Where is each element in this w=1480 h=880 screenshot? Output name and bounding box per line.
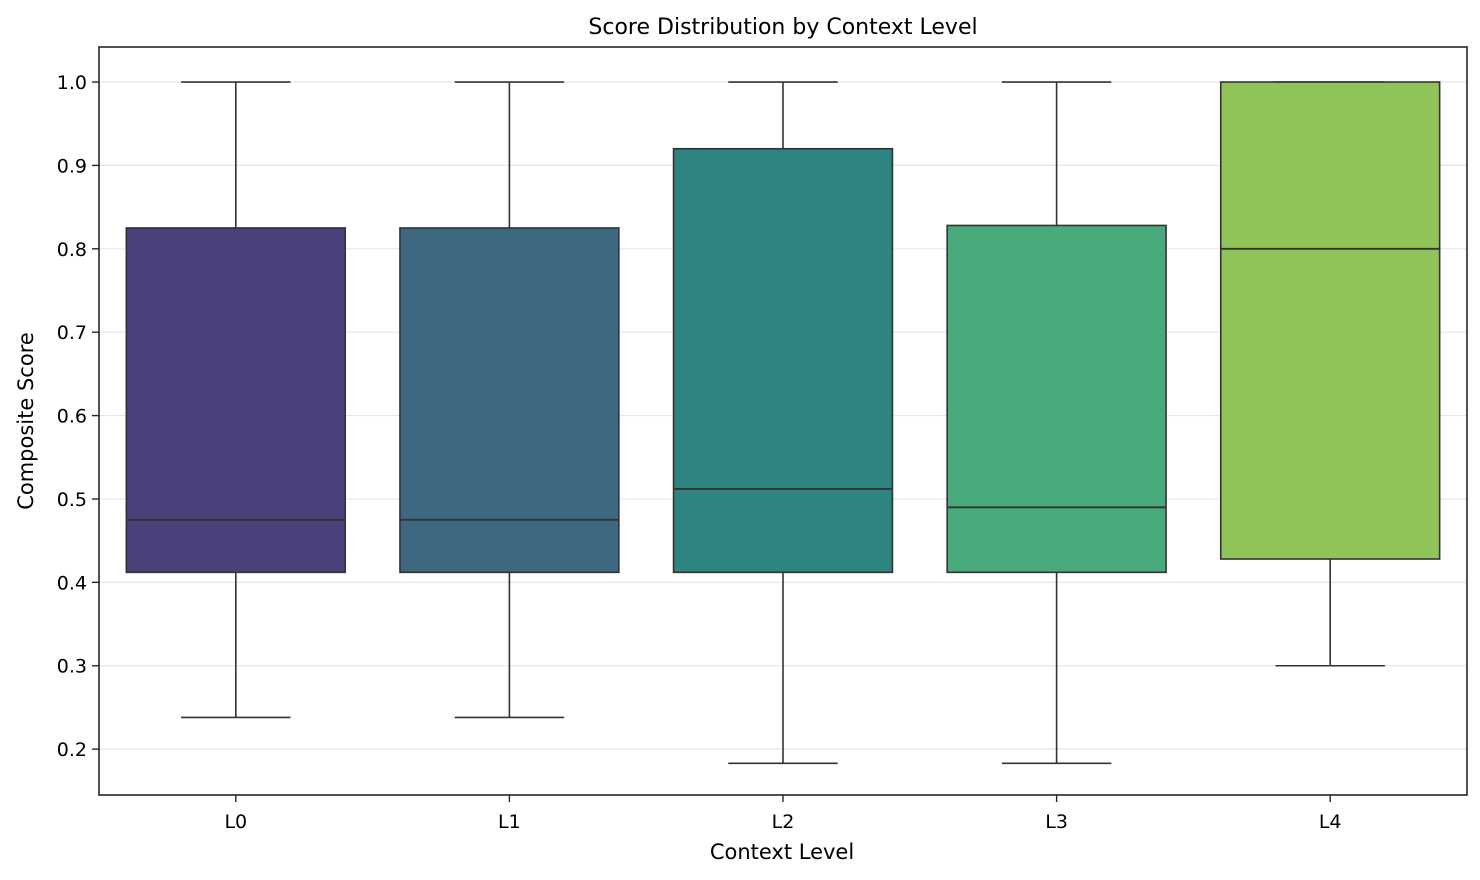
boxes-layer	[125, 81, 1441, 765]
y-axis-ticks: 0.2 0.3 0.4 0.5 0.6 0.7 0.8 0.9 1.0	[57, 72, 99, 761]
y-tick-label: 0.9	[57, 155, 87, 177]
x-tick-label: L2	[772, 811, 795, 833]
box-group-l0	[125, 81, 347, 719]
x-axis-label: Context Level	[710, 840, 854, 864]
y-tick-label: 1.0	[57, 72, 87, 94]
x-tick-label: L1	[498, 811, 521, 833]
box-body	[125, 227, 347, 574]
box-group-l1	[399, 81, 620, 719]
box-body	[399, 227, 620, 574]
y-tick-label: 0.6	[57, 406, 87, 428]
x-tick-label: L3	[1045, 811, 1068, 833]
y-tick-label: 0.8	[57, 239, 87, 261]
box-group-l3	[946, 81, 1167, 765]
x-axis-ticks: L0 L1 L2 L3 L4	[224, 795, 1342, 833]
y-tick-label: 0.4	[57, 572, 87, 594]
y-tick-label: 0.3	[57, 656, 87, 678]
x-tick-label: L0	[224, 811, 247, 833]
x-tick-label: L4	[1319, 811, 1342, 833]
y-tick-label: 0.2	[57, 739, 87, 761]
y-tick-label: 0.7	[57, 322, 87, 344]
chart-title: Score Distribution by Context Level	[588, 15, 977, 40]
y-axis-label: Composite Score	[14, 332, 38, 510]
box-group-l4	[1219, 81, 1441, 667]
box-body	[672, 147, 894, 574]
box-body	[1219, 81, 1441, 560]
box-group-l2	[672, 81, 894, 765]
y-tick-label: 0.5	[57, 489, 87, 511]
box-body	[946, 224, 1167, 574]
